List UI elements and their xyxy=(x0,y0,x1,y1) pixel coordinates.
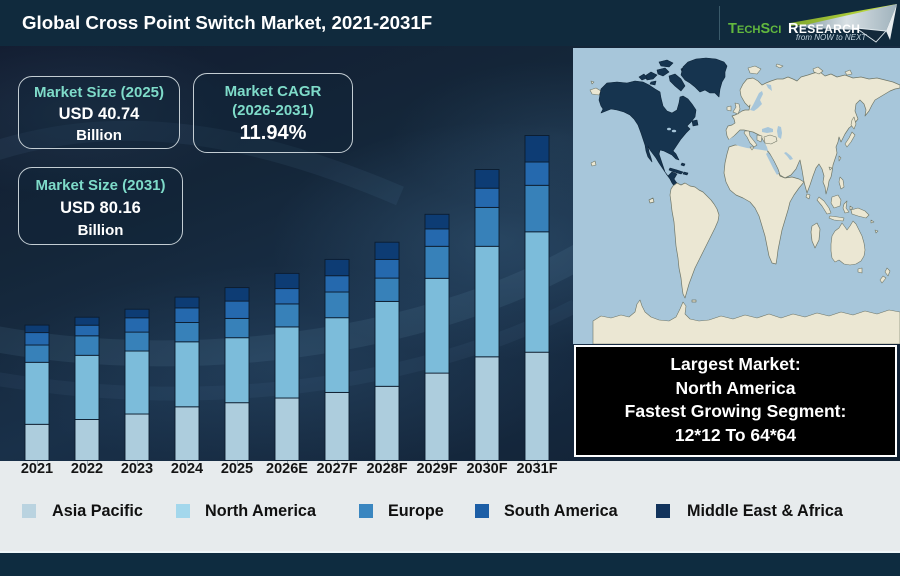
svg-text:from NOW to NEXT: from NOW to NEXT xyxy=(796,33,867,42)
svg-text:RESEARCH: RESEARCH xyxy=(788,21,860,37)
svg-text:TECHSCI: TECHSCI xyxy=(728,21,781,37)
